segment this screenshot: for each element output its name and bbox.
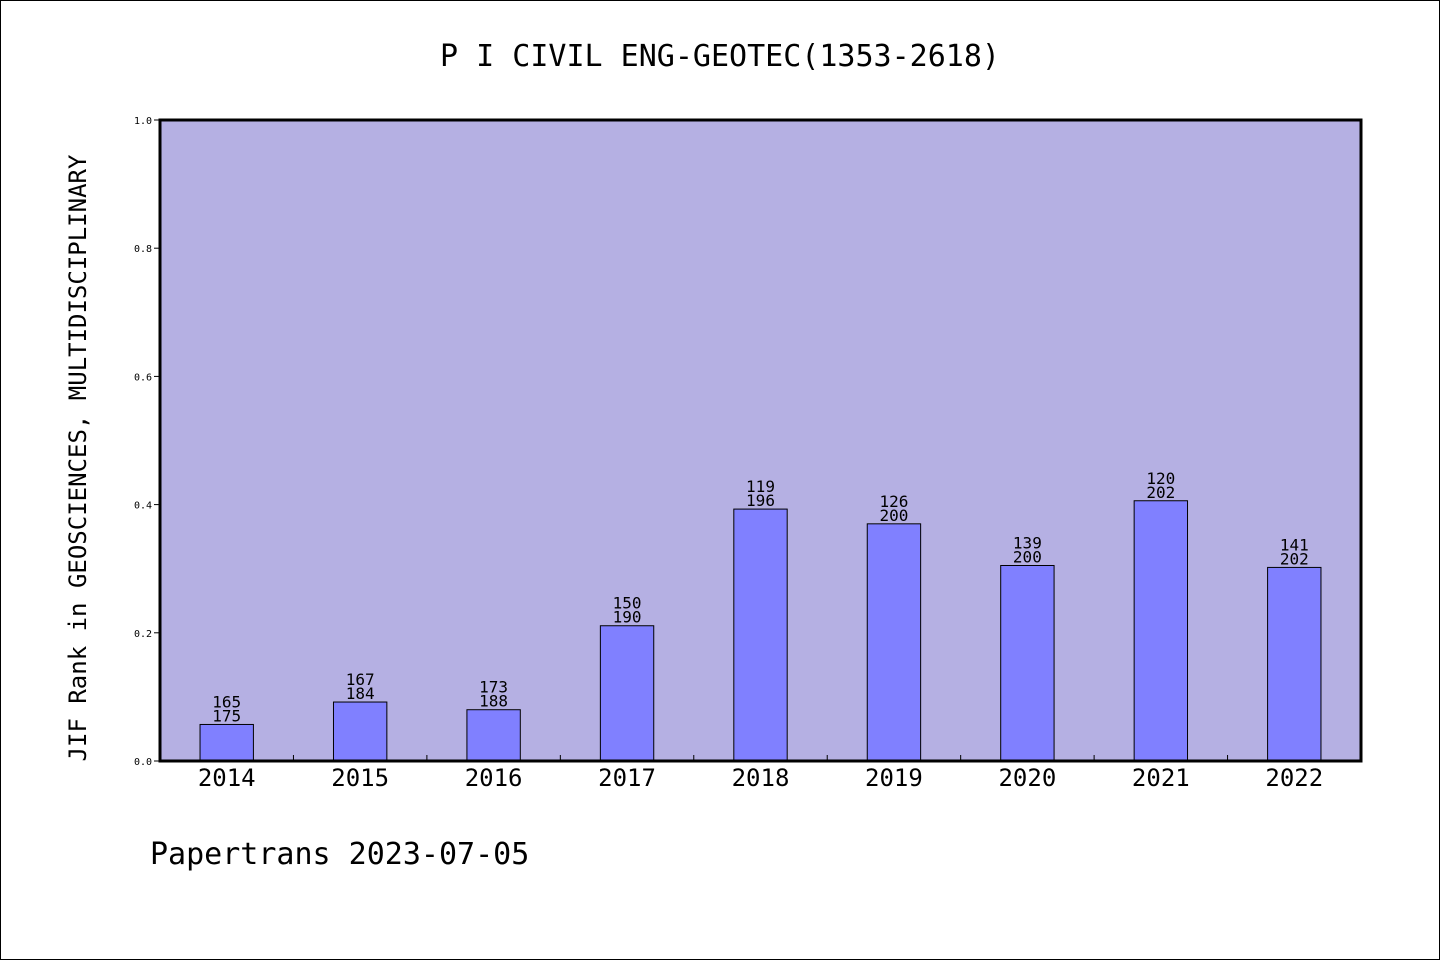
bar-2018 [733, 508, 788, 762]
y-tick-label: 0.8 [134, 244, 152, 255]
rank-label: 167 [346, 670, 375, 689]
bar-2022 [1267, 566, 1322, 762]
total-label: 200 [879, 506, 908, 525]
y-axis: 0.0 0.2 0.4 0.6 0.8 1.0 [134, 116, 160, 768]
total-label: 188 [479, 692, 508, 711]
chart-title: P I CIVIL ENG-GEOTEC(1353-2618) [440, 39, 1000, 74]
y-tick-label: 0.6 [134, 372, 152, 383]
bars [199, 500, 1322, 762]
footer-credit: Papertrans 2023-07-05 [150, 837, 529, 872]
x-tick-label: 2022 [1265, 764, 1323, 792]
y-tick-label: 1.0 [134, 116, 152, 127]
rank-label: 119 [746, 477, 775, 496]
x-tick-label: 2020 [998, 764, 1056, 792]
y-axis-label: JIF Rank in GEOSCIENCES, MULTIDISCIPLINA… [64, 154, 92, 761]
bar-2017 [599, 625, 655, 762]
rank-label: 173 [479, 678, 508, 697]
rank-label: 165 [212, 692, 241, 711]
x-tick-label: 2021 [1132, 764, 1190, 792]
y-tick-label: 0.2 [134, 629, 152, 640]
x-tick-label: 2019 [865, 764, 923, 792]
total-label: 196 [746, 491, 775, 510]
total-label: 202 [1280, 549, 1309, 568]
plot-border [158, 118, 1363, 763]
x-tick-label: 2017 [598, 764, 656, 792]
total-label: 190 [613, 608, 642, 627]
bar-2016 [466, 709, 521, 762]
x-axis: 2014 2015 2016 2017 2018 2019 2020 2021 2022 [198, 755, 1323, 792]
total-label: 202 [1146, 483, 1175, 502]
rank-label: 139 [1013, 533, 1042, 552]
bar-2019 [866, 523, 922, 762]
x-tick-label: 2016 [465, 764, 523, 792]
rank-label: 141 [1280, 535, 1309, 554]
rank-label: 126 [879, 492, 908, 511]
rank-label: 150 [613, 594, 642, 613]
x-tick-label: 2015 [331, 764, 389, 792]
x-tick-label: 2018 [732, 764, 790, 792]
total-label: 184 [346, 684, 375, 703]
bar-2021 [1133, 500, 1189, 762]
total-label: 200 [1013, 547, 1042, 566]
y-tick-label: 0.0 [134, 757, 152, 768]
bar-2014 [199, 723, 254, 762]
y-tick-label: 0.4 [134, 501, 152, 512]
rank-label: 120 [1146, 469, 1175, 488]
bar-2015 [332, 701, 388, 762]
bar-2020 [1000, 564, 1055, 762]
total-label: 175 [212, 706, 241, 725]
x-tick-label: 2014 [198, 764, 256, 792]
